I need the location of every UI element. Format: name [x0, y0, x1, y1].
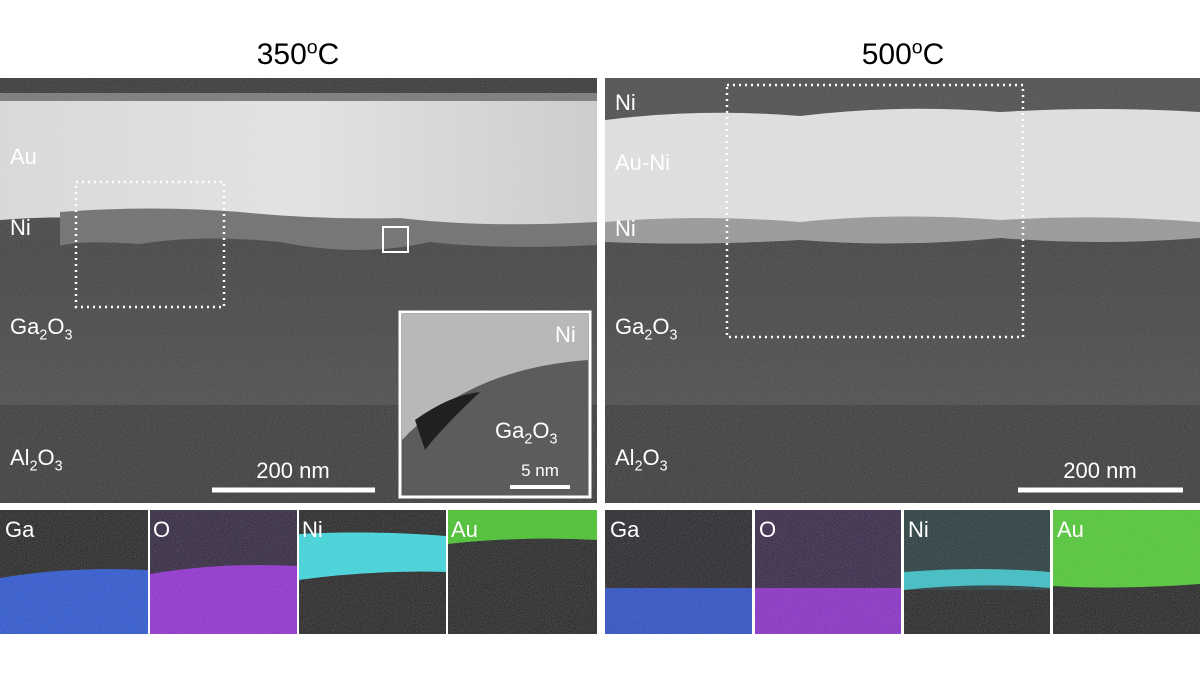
label-part: O [38, 445, 55, 470]
label: Ni [555, 322, 576, 347]
eds-label: Ni [908, 517, 929, 542]
label-part: 500 [862, 38, 912, 71]
eds-label: Au [451, 517, 478, 542]
roi-box [74, 180, 226, 309]
label-part: Ga [10, 314, 40, 339]
label-script: 2 [635, 459, 643, 475]
label-part: Ni [615, 216, 636, 241]
label-script: 3 [549, 432, 557, 448]
eds-ni-below [904, 590, 1050, 634]
au-layer [0, 100, 597, 230]
panel-title: 350oC [257, 37, 340, 72]
inset [398, 310, 592, 499]
cap-layer [0, 93, 597, 101]
label-part: O [652, 314, 669, 339]
label-script: o [307, 37, 318, 59]
label-script: 3 [55, 459, 63, 475]
label-part: Au-Ni [615, 150, 670, 175]
eds-ga-signal [0, 569, 148, 634]
eds-ga-signal [605, 588, 752, 634]
label-part: Ni [10, 215, 31, 240]
eds-o-signal [150, 565, 297, 634]
label-part: 350 [257, 38, 307, 71]
eds-maps-500 [605, 510, 1200, 634]
eds-au-signal [448, 510, 597, 544]
label-script: 3 [669, 328, 677, 344]
eds-ni-signal [299, 532, 446, 580]
interface-dark [415, 392, 480, 450]
label: Ni [10, 215, 31, 240]
label-script: 2 [524, 432, 532, 448]
scale-label: 200 nm [1063, 458, 1136, 483]
eds-maps-350 [0, 510, 597, 634]
scale-label: 200 nm [256, 458, 329, 483]
label: Au [10, 144, 37, 169]
label-part: Ga [615, 314, 645, 339]
label-script: 3 [660, 459, 668, 475]
label: Ni [615, 216, 636, 241]
label: Ga2O3 [615, 314, 677, 344]
al2o3-layer [605, 405, 1200, 503]
label-part: Ga [495, 418, 525, 443]
roi-box [725, 83, 1025, 339]
eds-label: Ni [302, 517, 323, 542]
label-part: Ni [555, 322, 576, 347]
label-part: Al [615, 445, 635, 470]
label-part: Al [10, 445, 30, 470]
label: Au-Ni [615, 150, 670, 175]
inset-marker [382, 226, 409, 253]
label-script: 2 [39, 328, 47, 344]
eds-au-signal [1053, 510, 1200, 588]
eds-label: O [759, 517, 776, 542]
eds-label: Au [1057, 517, 1084, 542]
label: Ni [615, 90, 636, 115]
labels: 350oC 500oCAuNiGa2O3Al2O3NiAu-NiNiGa2O3Al… [5, 37, 1137, 543]
label: Al2O3 [615, 445, 668, 475]
stem-image-500 [605, 78, 1200, 503]
ni-layer [60, 208, 597, 250]
label: Al2O3 [10, 445, 63, 475]
label-part: O [47, 314, 64, 339]
label-part: O [532, 418, 549, 443]
label-script: 2 [30, 459, 38, 475]
au-ni-layer [605, 108, 1200, 240]
label-part: C [923, 38, 945, 71]
eds-o-signal [755, 588, 901, 634]
label-part: Ni [615, 90, 636, 115]
label-script: o [912, 37, 923, 59]
ni-layer [605, 216, 1200, 244]
panel-title: 500oC [862, 37, 945, 72]
inset-scale-label: 5 nm [521, 461, 559, 480]
label-script: 3 [64, 328, 72, 344]
eds-label: Ga [610, 517, 640, 542]
label: Ga2O3 [10, 314, 72, 344]
eds-ni-signal [904, 569, 1050, 590]
eds-label: Ga [5, 517, 35, 542]
ni-region [402, 314, 588, 440]
label: Ga2O3 [495, 418, 557, 448]
ga2o3-layer [605, 240, 1200, 405]
label-part: O [643, 445, 660, 470]
eds-label: O [153, 517, 170, 542]
label-part: C [318, 38, 340, 71]
label-script: 2 [644, 328, 652, 344]
label-part: Au [10, 144, 37, 169]
